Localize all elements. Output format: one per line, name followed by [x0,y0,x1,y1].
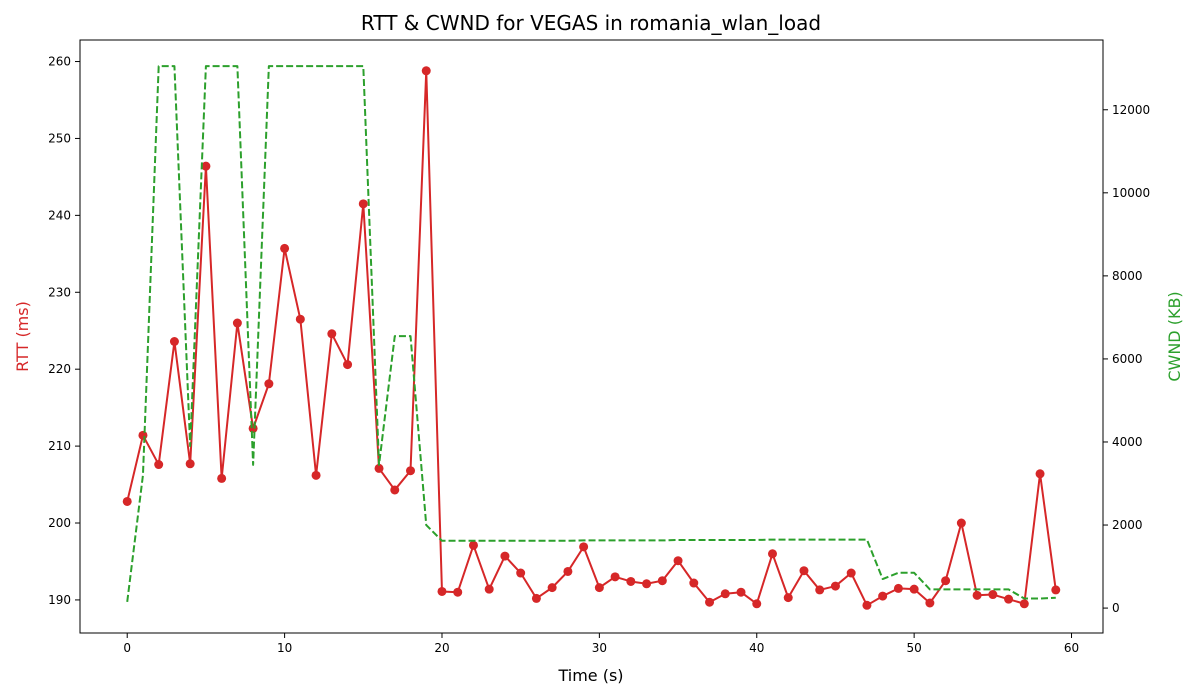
plot-layer [122,65,1061,610]
rtt-point [154,460,164,470]
rtt-point [925,598,935,608]
rtt-point [736,587,746,597]
cwnd-series-line [126,65,1056,602]
rtt-point [846,568,856,578]
rtt-point [956,518,966,528]
axes-layer: 0 10 20 30 40 50 60 190 200 210 220 230 240 250 260 0 20… [48,55,1150,655]
y-left-tick-label: 190 [48,593,71,607]
rtt-point [878,591,888,601]
y-right-tick-label: 4000 [1112,435,1143,449]
rtt-point [201,161,211,171]
rtt-point [988,590,998,600]
chart-title: RTT & CWND for VEGAS in romania_wlan_loa… [361,11,821,35]
y-left-tick-label: 200 [48,516,71,530]
x-tick-label: 30 [592,641,607,655]
rtt-point [169,336,179,346]
rtt-point [783,593,793,603]
y-axis-right-label: CWND (KB) [1165,291,1184,381]
rtt-point [138,430,148,440]
rtt-point [484,584,494,594]
x-tick-label: 10 [277,641,292,655]
rtt-point [673,556,683,566]
rtt-point [453,587,463,597]
y-left-tick-label: 250 [48,131,71,145]
rtt-point [390,485,400,495]
rtt-point [909,584,919,594]
rtt-point [579,542,589,552]
rtt-point [358,199,368,209]
rtt-point [343,360,353,370]
y-left-tick-label: 230 [48,285,71,299]
rtt-point [862,600,872,610]
rtt-point [264,379,274,389]
rtt-point [185,459,195,469]
rtt-point [720,589,730,599]
rtt-point [437,586,447,596]
rtt-point [689,578,699,588]
rtt-point [941,576,951,586]
y-left-tick-label: 220 [48,362,71,376]
rtt-point [752,599,762,609]
y-right-tick-label: 0 [1112,601,1120,615]
rtt-point [972,590,982,600]
rtt-point [657,576,667,586]
rtt-point [421,66,431,76]
y-right-tick-label: 8000 [1112,269,1143,283]
x-tick-label: 50 [906,641,921,655]
rtt-point [799,566,809,576]
x-axis-label: Time (s) [557,666,623,685]
rtt-point [1019,599,1029,609]
rtt-point [280,243,290,253]
rtt-point [327,329,337,339]
rtt-point [815,585,825,595]
rtt-point [705,597,715,607]
rtt-point [1051,585,1061,595]
y-right-tick-label: 6000 [1112,352,1143,366]
rtt-point [610,572,620,582]
rtt-point [311,470,321,480]
rtt-point [563,566,573,576]
rtt-point [295,314,305,324]
y-left-tick-label: 260 [48,55,71,69]
rtt-point [626,576,636,586]
rtt-point [516,568,526,578]
rtt-point [232,318,242,328]
y-right-tick-label: 12000 [1112,103,1150,117]
rtt-point [374,463,384,473]
rtt-point [1035,469,1045,479]
y-left-tick-label: 210 [48,439,71,453]
rtt-point [642,579,652,589]
y-axis-left-label: RTT (ms) [13,301,32,372]
rtt-point [531,593,541,603]
rtt-point [248,423,258,433]
y-right-tick-label: 10000 [1112,186,1150,200]
rtt-point [893,583,903,593]
rtt-point [122,496,132,506]
plot-frame [79,39,1104,634]
rtt-point [594,583,604,593]
y-right-tick-label: 2000 [1112,518,1143,532]
rtt-point [217,473,227,483]
rtt-point [547,583,557,593]
rtt-point [406,466,416,476]
rtt-point [767,549,777,559]
y-left-tick-label: 240 [48,208,71,222]
rtt-point [830,581,840,591]
rtt-point [1004,594,1014,604]
x-tick-label: 0 [123,641,131,655]
rtt-point [500,551,510,561]
rtt-point [468,540,478,550]
x-tick-label: 60 [1064,641,1079,655]
x-tick-label: 40 [749,641,764,655]
x-tick-label: 20 [434,641,449,655]
